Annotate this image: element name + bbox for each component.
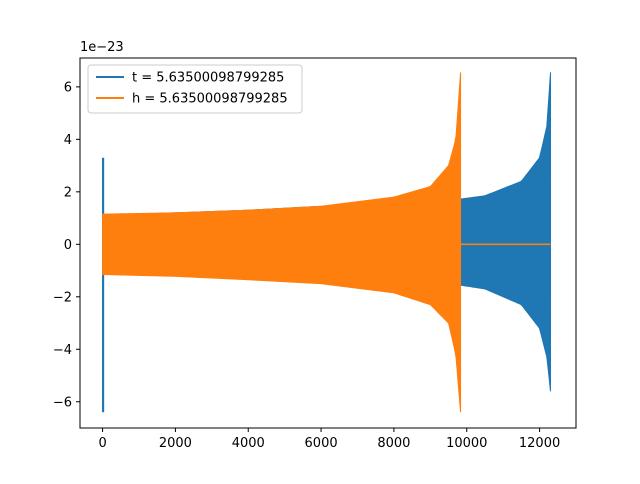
y-tick-label: −6	[53, 395, 72, 410]
legend-label: t = 5.63500098799285	[132, 71, 284, 86]
x-tick-label: 2000	[159, 436, 192, 451]
series-2-oscillation-band	[102, 72, 462, 413]
y-tick-label: 6	[64, 80, 72, 95]
x-tick-label: 6000	[305, 436, 338, 451]
y-tick-label: −2	[53, 290, 72, 305]
x-tick-label: 8000	[377, 436, 410, 451]
legend: t = 5.63500098799285 h = 5.63500098799285	[87, 64, 303, 114]
legend-item: h = 5.63500098799285	[96, 92, 288, 107]
y-tick-label: 2	[64, 185, 72, 200]
series-layer	[101, 72, 552, 413]
x-tick-label: 0	[98, 436, 106, 451]
y-tick-label: 4	[64, 133, 72, 148]
y-offset-text: 1e−23	[80, 40, 124, 55]
legend-item: t = 5.63500098799285	[96, 71, 284, 86]
legend-box	[87, 64, 303, 114]
y-tick-label: 0	[64, 238, 72, 253]
x-tick-label: 10000	[446, 436, 487, 451]
axes-frame	[79, 57, 577, 429]
legend-label: h = 5.63500098799285	[132, 92, 288, 107]
series-2	[102, 72, 551, 413]
axes-layer: 0 2000 4000 6000 8000 10000 12000 −6 −4 −2 0 2 4 6 1e−…	[53, 40, 577, 451]
x-tick-label: 12000	[519, 436, 560, 451]
y-tick-label: −4	[53, 343, 72, 358]
x-tick-label: 4000	[232, 436, 265, 451]
